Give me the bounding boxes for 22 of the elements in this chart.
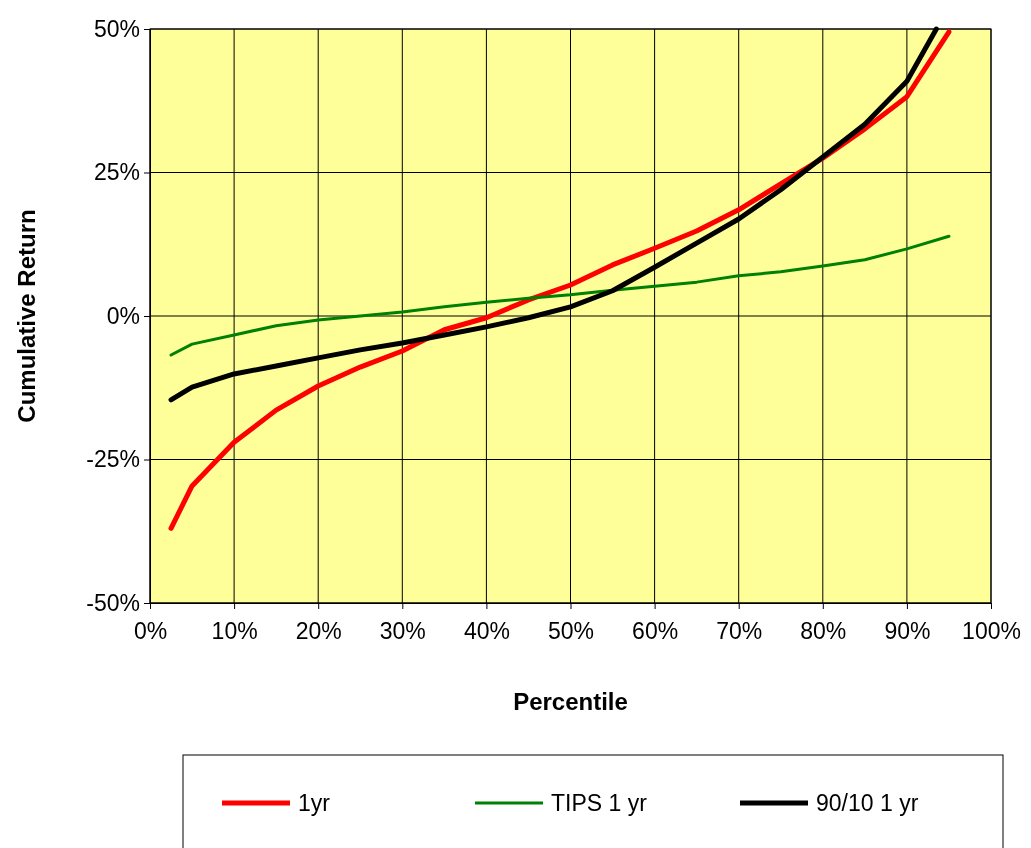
legend-label: 90/10 1 yr: [816, 790, 919, 816]
x-tick-label: 0%: [133, 618, 168, 645]
x-axis-title: Percentile: [513, 688, 628, 715]
legend-label: TIPS 1 yr: [551, 790, 648, 816]
x-tick-label: 60%: [632, 618, 679, 645]
y-tick-label: 25%: [93, 159, 140, 186]
x-tick-label: 10%: [211, 618, 258, 645]
legend-label: 1yr: [298, 790, 331, 816]
y-tick-label: 0%: [106, 302, 140, 329]
y-tick-label: -25%: [86, 446, 140, 473]
y-tick-label: -50%: [86, 589, 140, 616]
y-tick-label: 50%: [93, 15, 140, 42]
x-tick-label: 40%: [463, 618, 510, 645]
x-tick-label: 20%: [295, 618, 342, 645]
x-tick-label: 80%: [800, 618, 847, 645]
line-series: [169, 234, 951, 357]
y-axis-title: Cumulative Return: [13, 209, 40, 423]
x-tick-label: 100%: [962, 618, 1021, 645]
x-tick-label: 30%: [379, 618, 426, 645]
x-tick-label: 70%: [716, 618, 763, 645]
x-tick-label: 90%: [884, 618, 931, 645]
x-tick-label: 50%: [547, 618, 595, 645]
